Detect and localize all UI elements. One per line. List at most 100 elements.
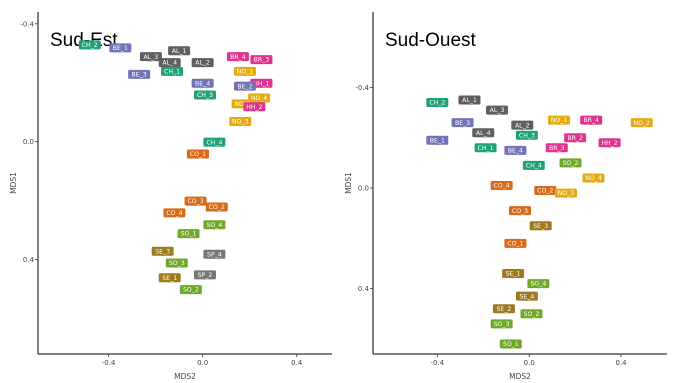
label-box-SP_2	[193, 270, 216, 280]
y-tick-label: 0.4	[23, 256, 35, 264]
point-label: NO_4	[251, 95, 268, 102]
x-tick-label: 0.0	[524, 359, 535, 367]
point-label: AL_1	[462, 97, 477, 104]
label-box-NO_1	[233, 66, 256, 76]
label-box-BE_3	[128, 69, 151, 79]
label-box-SE_3	[151, 246, 174, 256]
point-label: NO_2	[633, 120, 650, 127]
point-label: SO_2	[524, 311, 540, 318]
point-label: CO_2	[537, 188, 553, 195]
x-axis-title: MDS2	[174, 372, 196, 381]
point-label: SE_3	[155, 248, 170, 255]
label-box-SP_4	[203, 249, 226, 259]
point-label: SO_4	[530, 281, 546, 288]
panel-2: -0.4 0.0 0.4 -0.4 0.0 0.4 MDS2 MDS1 Sud-Ouest CH_…	[344, 12, 667, 381]
point-label: CO_3	[187, 198, 203, 205]
label-box-AL_1	[168, 46, 191, 56]
x-tick-label: -0.4	[102, 359, 116, 367]
y-tick-label: -0.4	[355, 84, 369, 92]
y-axis-title: MDS1	[9, 172, 18, 194]
point-label: SO_3	[169, 260, 185, 267]
point-label: CO_4	[494, 183, 510, 190]
point-label: AL_4	[162, 60, 177, 67]
point-label: BR_2	[567, 135, 583, 142]
point-label: BE_1	[113, 45, 128, 52]
point-label: NO_3	[232, 119, 249, 126]
point-label: BE_3	[132, 71, 147, 78]
label-box-SO_3	[165, 258, 188, 268]
label-box-NO_2	[630, 118, 653, 128]
y-axis-title: MDS1	[344, 172, 353, 194]
point-label: SO_2	[183, 287, 199, 294]
label-box-NO_1	[548, 115, 571, 125]
point-label: HH_1	[253, 80, 269, 87]
y-tick-label: 0.0	[358, 185, 369, 193]
label-box-CH_4	[203, 137, 226, 147]
point-label: SO_3	[494, 321, 510, 328]
label-box-BE_4	[504, 145, 527, 155]
label-box-BR_4	[226, 52, 249, 62]
label-box-SO_1	[499, 339, 522, 349]
point-label: SO_2	[563, 160, 579, 167]
label-box-SE_3	[529, 221, 552, 231]
label-box-AL_3	[139, 52, 162, 62]
point-label: BE_1	[430, 137, 445, 144]
point-label: BR_4	[583, 117, 599, 124]
y-tick-label: -0.4	[20, 20, 34, 28]
label-box-BR_4	[580, 115, 603, 125]
label-box-HH_2	[243, 102, 266, 112]
point-label: CO_3	[512, 208, 528, 215]
point-label: AL_3	[144, 54, 159, 61]
point-label: BR_3	[549, 145, 565, 152]
point-label: CH_3	[197, 92, 213, 99]
label-box-AL_4	[472, 128, 495, 138]
label-box-CH_2	[78, 40, 101, 50]
label-box-SO_4	[527, 279, 550, 289]
label-box-AL_4	[158, 58, 181, 68]
point-label: CO_1	[190, 151, 206, 158]
label-box-SO_4	[203, 220, 226, 230]
label-box-SO_2	[559, 158, 582, 168]
label-box-NO_4	[582, 173, 605, 183]
point-label: AL_2	[515, 122, 530, 129]
point-label: BR_4	[230, 54, 246, 61]
point-label: SO_4	[206, 222, 222, 229]
label-box-CO_3	[184, 196, 207, 206]
label-box-CH_3	[515, 130, 538, 140]
point-label: BE_4	[508, 147, 523, 154]
point-label: NO_1	[551, 117, 568, 124]
x-tick-label: -0.4	[430, 359, 444, 367]
label-box-CH_4	[522, 160, 545, 170]
point-label: SE_4	[519, 293, 534, 300]
label-box-AL_2	[191, 58, 214, 68]
x-axis-title: MDS2	[509, 372, 531, 381]
label-box-CO_3	[509, 206, 531, 216]
label-box-SE_1	[158, 273, 181, 283]
label-box-BR_3	[545, 143, 568, 153]
label-box-CO_4	[163, 208, 186, 218]
point-label: NO_2	[234, 101, 251, 108]
point-label: NO_3	[558, 190, 575, 197]
label-box-NO_3	[554, 188, 577, 198]
point-label: BE_3	[455, 120, 470, 127]
point-label: CO_2	[209, 204, 225, 211]
y-tick-label: 0.0	[23, 138, 34, 146]
label-box-AL_1	[458, 95, 481, 105]
label-box-NO_4	[248, 93, 271, 103]
label-box-CH_2	[426, 98, 449, 108]
label-box-SO_3	[490, 319, 513, 329]
label-box-BE_4	[191, 78, 214, 88]
point-label: AL_2	[195, 60, 210, 67]
label-box-CO_2	[205, 202, 228, 212]
y-tick-label: 0.4	[358, 285, 370, 293]
label-box-CO_1	[186, 149, 209, 159]
label-box-CH_1	[474, 143, 497, 153]
point-label: CH_1	[478, 145, 494, 152]
label-box-BR_2	[564, 133, 587, 143]
point-label: CH_1	[164, 69, 180, 76]
label-box-AL_3	[486, 105, 509, 115]
label-box-BE_1	[109, 43, 132, 53]
point-label: NO_1	[237, 69, 254, 76]
point-label: CH_4	[206, 139, 222, 146]
